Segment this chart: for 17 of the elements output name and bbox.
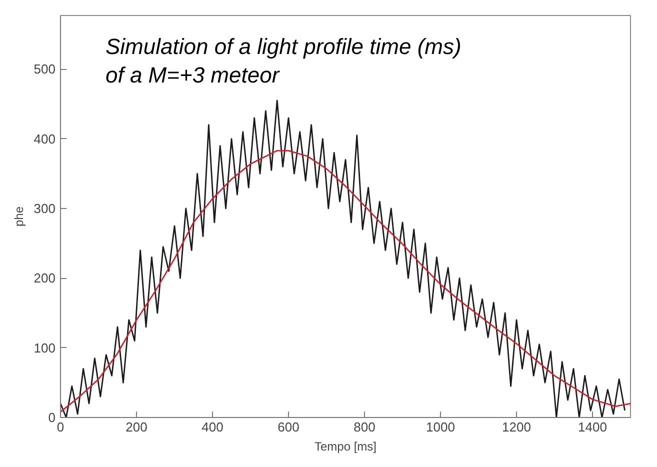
x-tick-label: 200 xyxy=(126,420,148,434)
y-axis-title: phe xyxy=(12,206,26,227)
y-tick-label: 100 xyxy=(34,340,56,356)
y-tick-label: 300 xyxy=(34,200,56,216)
x-tick-label: 800 xyxy=(354,420,376,434)
y-tick-label: 500 xyxy=(34,62,56,77)
x-axis-title: Tempo [ms] xyxy=(314,440,377,454)
x-tick-label: 400 xyxy=(202,420,224,434)
y-tick-label: 200 xyxy=(34,270,56,286)
y-tick-label: 400 xyxy=(34,131,56,146)
x-tick-label: 1200 xyxy=(502,420,531,434)
x-tick-label: 600 xyxy=(278,420,300,434)
x-tick-label: 1000 xyxy=(426,420,455,434)
y-tick-label: 0 xyxy=(48,410,56,425)
text: Simulation of a light profile time (ms) of a M=+3 meteor xyxy=(106,34,462,88)
x-tick-label: 1400 xyxy=(578,420,607,434)
line-series xyxy=(60,150,630,413)
